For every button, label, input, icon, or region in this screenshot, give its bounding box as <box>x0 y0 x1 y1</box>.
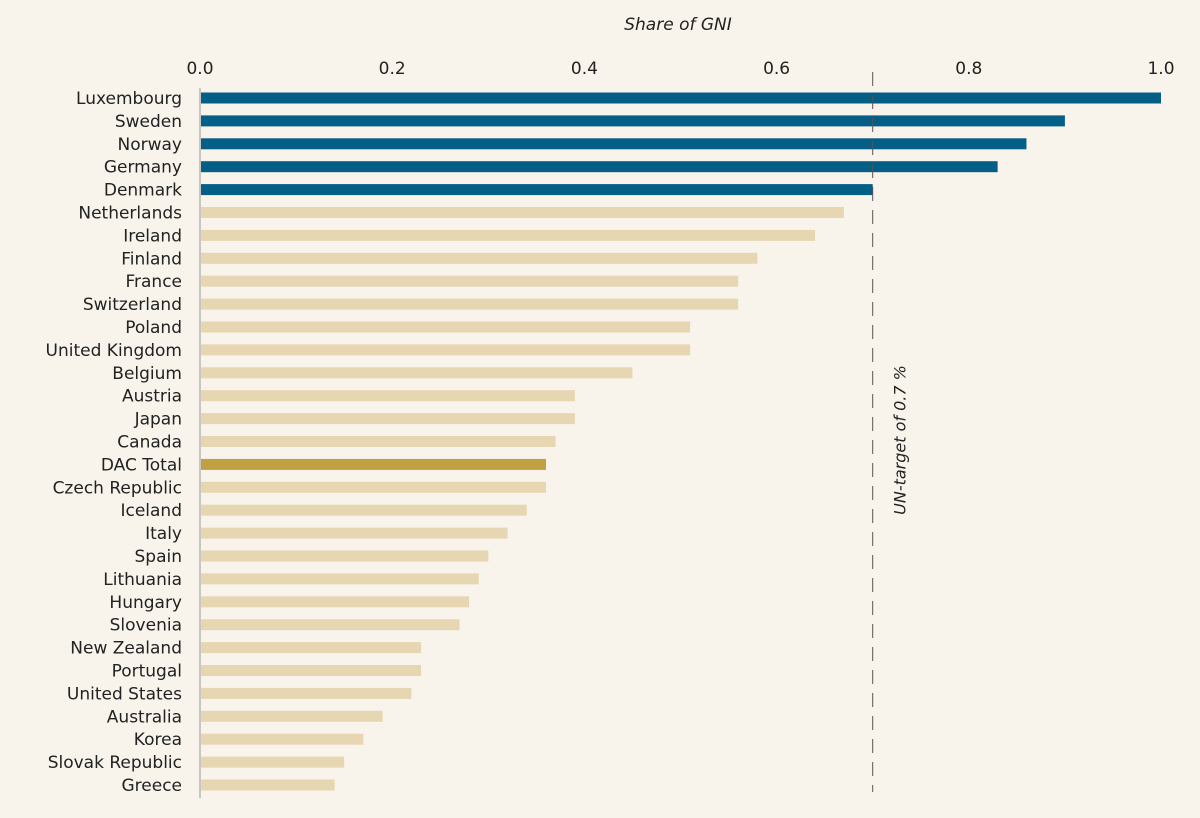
category-label: Greece <box>121 776 182 796</box>
category-label: Italy <box>145 524 182 544</box>
bar-norway <box>201 138 1027 150</box>
category-label: Slovak Republic <box>48 753 182 773</box>
bar-japan <box>201 413 575 425</box>
bar-czech-republic <box>201 481 546 493</box>
un-target-label: UN-target of 0.7 % <box>891 365 910 515</box>
bar-lithuania <box>201 573 479 585</box>
x-tick-label: 0.6 <box>763 59 790 79</box>
category-label: Australia <box>107 707 182 727</box>
bar-sweden <box>201 115 1065 127</box>
bar-ireland <box>201 229 816 241</box>
category-label: Lithuania <box>103 570 182 590</box>
category-label: Ireland <box>123 226 182 246</box>
bar-canada <box>201 436 556 447</box>
bar-dac-total <box>201 458 546 470</box>
x-axis-ticks: 0.0 0.2 0.4 0.6 0.8 1.0 <box>186 59 1174 79</box>
category-label: Luxembourg <box>76 89 182 109</box>
category-label: United Kingdom <box>46 341 182 361</box>
bar-finland <box>201 252 758 264</box>
category-label: France <box>125 272 182 292</box>
category-labels: Luxembourg Sweden Norway Germany Denmark Neth… <box>46 89 183 796</box>
bar-germany <box>201 161 998 173</box>
bar-austria <box>201 390 575 402</box>
category-label: DAC Total <box>101 455 182 475</box>
category-label: New Zealand <box>70 639 182 659</box>
x-tick-label: 0.4 <box>571 59 598 79</box>
category-label: United States <box>67 684 182 704</box>
bar-united-states <box>201 687 412 699</box>
category-label: Slovenia <box>110 616 182 636</box>
bar-hungary <box>201 596 470 608</box>
bar-spain <box>201 550 489 562</box>
x-tick-label: 0.8 <box>955 59 982 79</box>
bar-slovak-republic <box>201 756 345 768</box>
bar-netherlands <box>201 207 844 218</box>
x-axis-title: Share of GNI <box>624 15 732 35</box>
bars <box>201 92 1161 791</box>
category-label: Portugal <box>112 662 182 682</box>
bar-portugal <box>201 665 422 676</box>
category-label: Finland <box>121 249 182 269</box>
bar-denmark <box>201 184 873 196</box>
category-label: Belgium <box>112 364 182 384</box>
bar-luxembourg <box>201 92 1161 104</box>
category-label: Germany <box>104 158 182 178</box>
category-label: Canada <box>117 433 182 453</box>
category-label: Japan <box>134 410 182 430</box>
category-label: Switzerland <box>83 295 182 315</box>
bar-iceland <box>201 504 527 516</box>
category-label: Czech Republic <box>53 478 182 498</box>
bar-korea <box>201 733 364 745</box>
category-label: Sweden <box>115 112 182 132</box>
bar-belgium <box>201 367 633 379</box>
bar-italy <box>201 527 508 539</box>
bar-poland <box>201 321 691 333</box>
bar-slovenia <box>201 619 460 631</box>
category-label: Austria <box>122 387 182 407</box>
x-tick-label: 0.2 <box>379 59 406 79</box>
category-label: Poland <box>125 318 182 338</box>
category-label: Iceland <box>120 501 182 521</box>
category-label: Spain <box>135 547 183 567</box>
bar-france <box>201 275 739 287</box>
category-label: Norway <box>118 135 183 155</box>
category-label: Hungary <box>109 593 182 613</box>
bar-australia <box>201 710 383 722</box>
category-label: Denmark <box>104 181 182 201</box>
category-label: Korea <box>134 730 182 750</box>
bar-greece <box>201 779 335 791</box>
bar-united-kingdom <box>201 344 691 356</box>
x-tick-label: 1.0 <box>1147 59 1174 79</box>
x-tick-label: 0.0 <box>186 59 213 79</box>
bar-new-zealand <box>201 642 422 654</box>
bar-switzerland <box>201 298 739 310</box>
category-label: Netherlands <box>78 204 182 224</box>
